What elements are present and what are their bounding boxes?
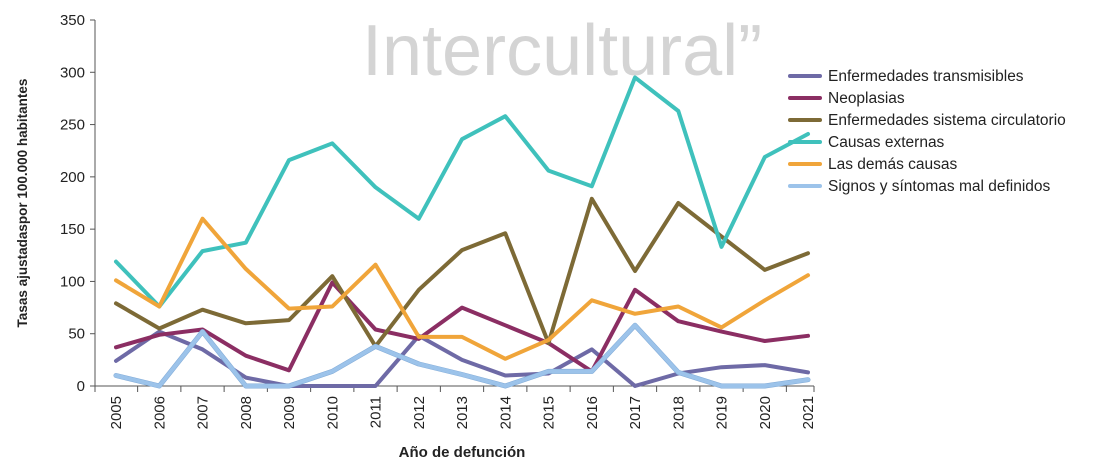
y-tick-label: 50 bbox=[68, 326, 85, 343]
y-tick-label: 250 bbox=[60, 117, 85, 134]
legend-label: Causas externas bbox=[828, 134, 945, 151]
y-tick-label: 300 bbox=[60, 64, 85, 81]
legend-item-signos-y-sintomas-mal-definidos: Signos y síntomas mal definidos bbox=[788, 178, 1051, 195]
x-tick-label: 2012 bbox=[411, 396, 428, 429]
axes: 0 50 100 150 200 250 300 350 2005 2006 2007 2008 200… bbox=[60, 12, 817, 429]
series-line-neoplasias bbox=[114, 280, 810, 374]
x-tick-label: 2010 bbox=[324, 396, 341, 429]
series-line-enfermedades-sistema-circulatorio bbox=[114, 196, 810, 349]
y-tick-label: 200 bbox=[60, 169, 85, 186]
legend-label: Neoplasias bbox=[828, 90, 905, 107]
x-tick-label: 2017 bbox=[627, 396, 644, 429]
x-tick-label: 2009 bbox=[281, 396, 298, 429]
legend-item-causas-externas: Causas externas bbox=[788, 134, 945, 151]
series-lines bbox=[113, 75, 811, 389]
y-tick-label: 100 bbox=[60, 273, 85, 290]
legend: Enfermedades transmisibles Neoplasias Enfe… bbox=[788, 68, 1066, 195]
x-tick-label: 2015 bbox=[541, 396, 558, 429]
legend-label: Las demás causas bbox=[828, 156, 957, 173]
y-tick-label: 350 bbox=[60, 12, 85, 29]
x-tick-label: 2016 bbox=[584, 396, 601, 429]
series-line-causas-externas bbox=[114, 75, 810, 309]
y-tick-label: 150 bbox=[60, 221, 85, 238]
x-tick-label: 2007 bbox=[195, 396, 212, 429]
y-tick-label: 0 bbox=[77, 378, 85, 395]
legend-item-enfermedades-sistema-circulatorio: Enfermedades sistema circulatorio bbox=[788, 112, 1066, 129]
legend-label: Enfermedades transmisibles bbox=[828, 68, 1024, 85]
series-line-las-demas-causas bbox=[114, 216, 810, 361]
x-tick-label: 2011 bbox=[368, 396, 385, 428]
y-axis-title: Tasas ajustadaspor 100.000 habitantes bbox=[15, 79, 30, 328]
watermark-text: Intercultural” bbox=[362, 11, 762, 91]
x-tick-label: 2005 bbox=[108, 396, 125, 429]
x-tick-label: 2006 bbox=[151, 396, 168, 429]
series-line-signos-y-sintomas-mal-definidos bbox=[114, 323, 810, 388]
x-tick-label: 2021 bbox=[800, 396, 817, 429]
x-tick-label: 2008 bbox=[238, 396, 255, 429]
x-axis-title: Año de defunción bbox=[399, 444, 526, 461]
x-tick-label: 2020 bbox=[757, 396, 774, 429]
legend-item-enfermedades-transmisibles: Enfermedades transmisibles bbox=[788, 68, 1024, 85]
x-tick-label: 2014 bbox=[497, 396, 514, 429]
x-tick-label: 2013 bbox=[454, 396, 471, 429]
legend-label: Signos y síntomas mal definidos bbox=[828, 178, 1051, 195]
x-tick-label: 2019 bbox=[714, 396, 731, 429]
legend-item-las-demas-causas: Las demás causas bbox=[788, 156, 957, 173]
legend-item-neoplasias: Neoplasias bbox=[788, 90, 905, 107]
x-tick-label: 2018 bbox=[670, 396, 687, 429]
legend-label: Enfermedades sistema circulatorio bbox=[828, 112, 1066, 129]
